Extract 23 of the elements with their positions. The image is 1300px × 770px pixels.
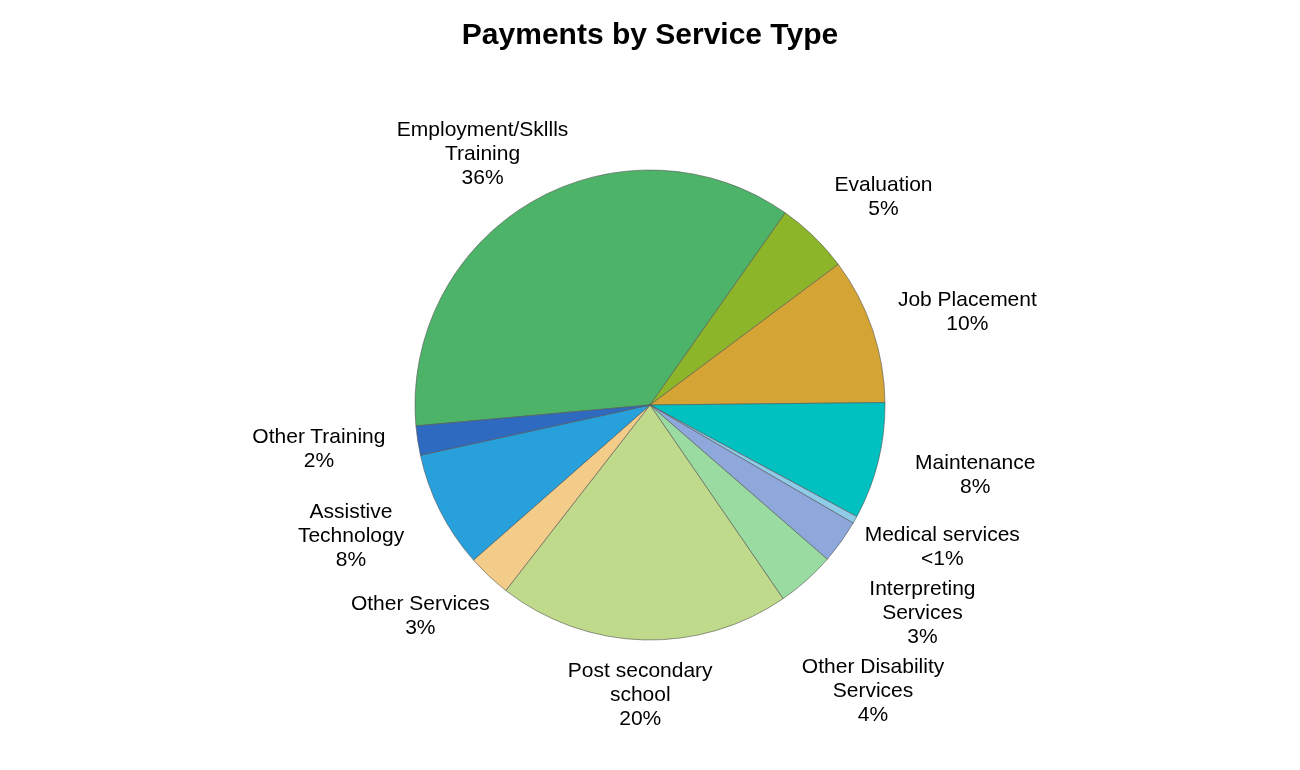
data-label: 3%: [907, 623, 938, 647]
slice-label: Employment/Skllls Training: [396, 116, 569, 164]
data-label: 8%: [960, 473, 991, 497]
data-label: 8%: [335, 546, 367, 570]
data-label: 5%: [868, 196, 899, 220]
data-label: 10%: [946, 311, 989, 335]
slice-label: Assistive Technology: [297, 498, 405, 546]
slice-label: Maintenance: [915, 449, 1036, 473]
slice-label: Post secondary school: [567, 657, 714, 705]
data-label: <1%: [920, 545, 964, 569]
data-label: 3%: [405, 615, 436, 639]
slice-label: Other Training: [252, 424, 386, 448]
slice-label: Job Placement: [897, 287, 1037, 311]
chart-title: Payments by Service Type: [461, 17, 839, 50]
slice-label: Other Services: [350, 591, 490, 615]
data-label: 4%: [857, 701, 889, 725]
data-label: 2%: [303, 448, 335, 472]
slice-label: Medical services: [864, 521, 1020, 545]
data-label: 20%: [619, 705, 662, 729]
slice-label: Evaluation: [834, 172, 933, 196]
data-label: 36%: [461, 164, 504, 188]
slice-label: Interpreting Services: [869, 575, 976, 623]
slice-label: Other Disability Services: [801, 653, 945, 701]
